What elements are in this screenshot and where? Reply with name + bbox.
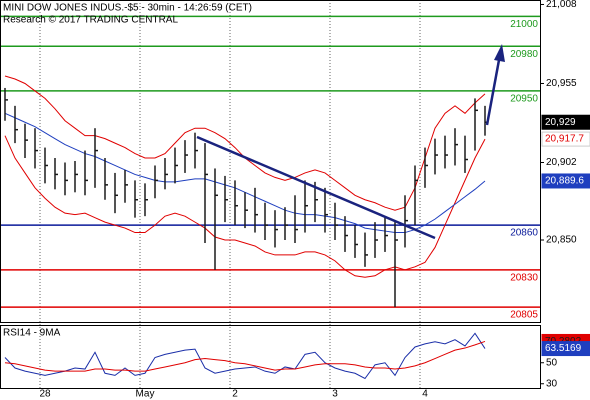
level-label: 20805 bbox=[510, 310, 538, 321]
chart-title: MINI DOW JONES INDUS.-$5 - 30min - 14:26… bbox=[3, 3, 252, 14]
price-label-box bbox=[541, 173, 590, 189]
price-label: 63.5169 bbox=[545, 343, 582, 354]
series-line bbox=[4, 340, 486, 372]
price-label-box bbox=[541, 341, 590, 357]
level-label: 20830 bbox=[510, 272, 538, 283]
main-frame bbox=[0, 0, 541, 323]
level-label: 20950 bbox=[510, 94, 538, 105]
rsi-frame bbox=[0, 325, 541, 389]
price-label: 20,917.7 bbox=[545, 134, 584, 145]
price-label-box bbox=[541, 131, 590, 147]
x-tick-label: 3 bbox=[332, 389, 338, 400]
x-tick-label: 2 bbox=[232, 389, 238, 400]
y-tick-label: 20,850 bbox=[546, 235, 577, 246]
arrow-head bbox=[494, 44, 505, 62]
level-label: 20860 bbox=[510, 228, 538, 239]
level-label: 20980 bbox=[510, 49, 538, 60]
y-tick-label: 20,902 bbox=[546, 157, 577, 168]
series-line bbox=[4, 332, 486, 380]
x-tick-label: May bbox=[136, 389, 155, 400]
price-label-box bbox=[541, 114, 590, 130]
level-label: 21000 bbox=[510, 19, 538, 30]
x-tick-label: 4 bbox=[422, 389, 428, 400]
y-tick-label: 50 bbox=[546, 357, 558, 368]
rsi-title: RSI14 - 9MA bbox=[3, 328, 61, 339]
chart-subtitle: Research © 2017 TRADING CENTRAL bbox=[3, 15, 178, 26]
y-tick-label: 20,955 bbox=[546, 78, 577, 89]
trend-line bbox=[196, 135, 436, 240]
y-tick-label: 21,008 bbox=[546, 0, 577, 10]
x-tick-label: 28 bbox=[39, 389, 51, 400]
y-tick-label: 30 bbox=[546, 378, 558, 389]
series-line bbox=[4, 135, 486, 278]
arrow-shaft bbox=[485, 59, 501, 126]
price-label: 20,889.6 bbox=[545, 176, 584, 187]
price-label: 20,929 bbox=[545, 117, 576, 128]
